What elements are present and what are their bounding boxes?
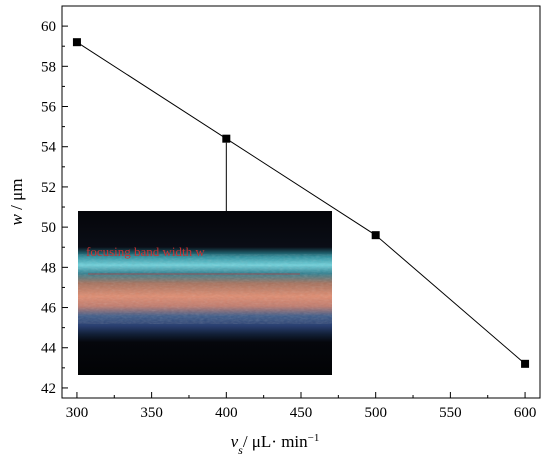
y-tick-label: 52 [41,180,56,196]
x-axis-sup: −1 [308,432,320,444]
data-point [222,134,231,143]
inset-label: focusing band width w [86,244,205,259]
x-tick-label: 450 [290,405,313,421]
y-axis-var: w [7,213,26,225]
y-tick-label: 46 [41,301,57,317]
x-axis-var: v [231,432,239,451]
x-axis-title: vs/ μL· min−1 [231,432,320,457]
x-tick-label: 350 [140,405,163,421]
x-axis-units: / μL· min [243,432,308,451]
y-tick-label: 56 [41,100,57,116]
y-axis-units: / μm [7,179,26,215]
data-point [371,231,380,240]
y-tick-label: 42 [41,381,56,397]
y-tick-label: 44 [41,341,57,357]
data-point [72,38,81,47]
x-tick-label: 600 [514,405,537,421]
axis-tick-labels: 300 350 400 450 500 550 600 42 44 46 48 50 52 54 56 58 6… [41,19,536,421]
series-line [76,41,526,365]
inset-image: focusing band width w [78,211,332,375]
y-axis-title: w / μm [7,179,26,226]
x-tick-label: 500 [364,405,387,421]
y-tick-label: 58 [41,59,56,75]
y-tick-label: 54 [41,140,57,156]
x-tick-label: 300 [66,405,89,421]
axis-ticks [62,25,526,398]
y-tick-label: 50 [41,220,56,236]
data-point [521,359,530,368]
x-tick-label: 400 [215,405,238,421]
x-tick-label: 550 [439,405,462,421]
data-series [72,38,530,368]
inset-texture [78,254,332,324]
y-tick-label: 48 [41,260,56,276]
x-axis-sub: s [238,443,243,457]
y-tick-label: 60 [41,19,56,35]
